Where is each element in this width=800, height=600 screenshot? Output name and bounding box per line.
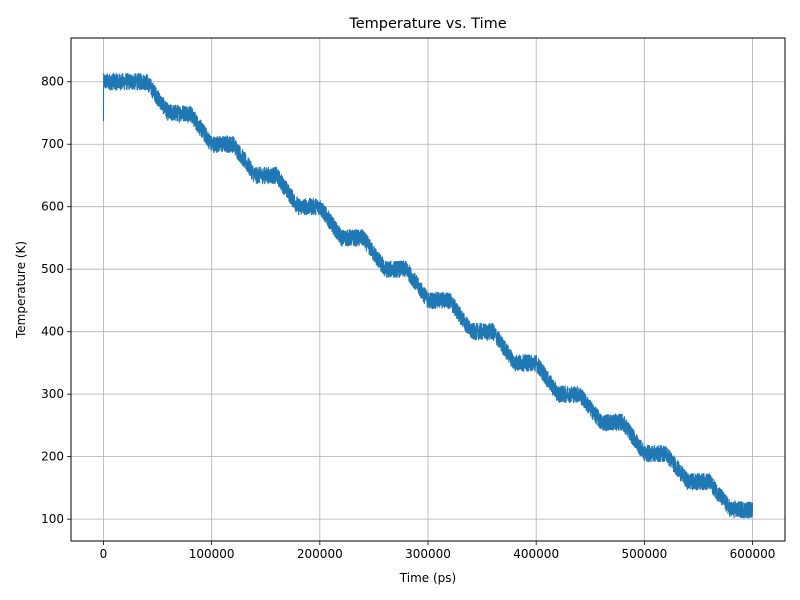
y-tick-label: 400 <box>41 325 64 339</box>
x-tick-label: 100000 <box>189 547 235 561</box>
temperature-series-line <box>102 73 754 519</box>
tick-marks: 0 100000 200000 300000 400000 500000 600000 100… <box>41 75 775 561</box>
grid-lines <box>71 38 785 541</box>
y-tick-label: 700 <box>41 137 64 151</box>
y-tick-label: 600 <box>41 200 64 214</box>
x-tick-label: 600000 <box>730 547 776 561</box>
x-tick-label: 200000 <box>297 547 343 561</box>
y-tick-label: 800 <box>41 75 64 89</box>
x-axis-label: Time (ps) <box>399 571 456 585</box>
plot-area <box>102 73 754 519</box>
chart-title: Temperature vs. Time <box>348 16 506 32</box>
y-tick-label: 300 <box>41 387 64 401</box>
y-tick-label: 500 <box>41 262 64 276</box>
x-tick-label: 0 <box>100 547 108 561</box>
x-tick-label: 300000 <box>405 547 451 561</box>
x-tick-label: 400000 <box>513 547 559 561</box>
y-axis-label: Temperature (K) <box>14 241 28 339</box>
y-tick-label: 200 <box>41 450 64 464</box>
x-tick-label: 500000 <box>621 547 667 561</box>
y-tick-label: 100 <box>41 512 64 526</box>
